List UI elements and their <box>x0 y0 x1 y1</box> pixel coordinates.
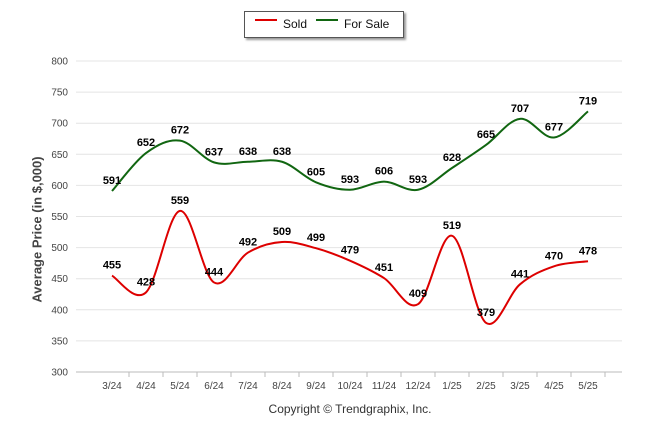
data-label-for-sale: 591 <box>103 175 121 187</box>
data-label-for-sale: 719 <box>579 95 597 107</box>
data-label-sold: 499 <box>307 232 325 244</box>
y-tick-label: 750 <box>51 88 68 99</box>
data-label-for-sale: 606 <box>375 166 393 178</box>
data-label-sold: 409 <box>409 288 427 300</box>
y-tick-label: 350 <box>51 336 68 347</box>
data-label-sold: 478 <box>579 245 597 257</box>
data-label-for-sale: 637 <box>205 146 223 158</box>
data-label-sold: 451 <box>375 262 393 274</box>
legend-label-sold: Sold <box>283 17 308 31</box>
y-tick-label: 800 <box>51 57 68 68</box>
x-tick-label: 1/25 <box>442 381 462 392</box>
copyright: Copyright © Trendgraphix, Inc. <box>268 402 432 416</box>
legend-swatch-sold <box>255 19 277 21</box>
x-tick-label: 4/24 <box>136 381 156 392</box>
data-label-sold: 441 <box>511 268 529 280</box>
legend-swatch-for-sale <box>316 19 338 21</box>
data-label-for-sale: 593 <box>409 174 427 186</box>
y-tick-label: 500 <box>51 243 68 254</box>
x-tick-label: 5/24 <box>170 381 190 392</box>
data-label-sold: 519 <box>443 220 461 232</box>
x-tick-label: 3/25 <box>510 381 530 392</box>
y-tick-label: 550 <box>51 212 68 223</box>
data-label-sold: 444 <box>205 266 224 278</box>
data-label-for-sale: 638 <box>239 146 257 158</box>
data-label-sold: 479 <box>341 245 359 257</box>
data-label-for-sale: 593 <box>341 174 359 186</box>
y-tick-label: 600 <box>51 181 68 192</box>
x-tick-label: 8/24 <box>272 381 292 392</box>
data-label-for-sale: 638 <box>273 146 291 158</box>
x-tick-label: 6/24 <box>204 381 224 392</box>
legend: Sold For Sale <box>244 11 404 38</box>
legend-label-for-sale: For Sale <box>344 17 390 31</box>
x-tick-label: 2/25 <box>476 381 496 392</box>
y-tick-label: 700 <box>51 119 68 130</box>
data-labels: 455 428 559 444 492 509 499 479 451 409 519 379 441 4… <box>103 95 597 318</box>
series-line-for-sale <box>111 110 589 192</box>
series-lines <box>111 110 589 326</box>
axes: 300 350 400 450 500 550 600 650 700 750 800 3/24 4/2… <box>51 57 622 392</box>
series-line-sold <box>111 209 589 326</box>
data-label-sold: 509 <box>273 226 291 238</box>
data-label-for-sale: 605 <box>307 166 325 178</box>
data-label-sold: 470 <box>545 250 563 262</box>
x-tick-label: 12/24 <box>405 381 430 392</box>
data-label-for-sale: 665 <box>477 129 495 141</box>
x-tick-label: 11/24 <box>372 381 397 392</box>
y-tick-label: 650 <box>51 150 68 161</box>
y-tick-label: 400 <box>51 305 68 316</box>
data-label-sold: 428 <box>137 276 155 288</box>
data-label-sold: 492 <box>239 237 257 249</box>
y-axis-title: Average Price (in $,000) <box>29 156 45 303</box>
data-label-sold: 559 <box>171 195 189 207</box>
x-tick-label: 9/24 <box>306 381 326 392</box>
x-tick-label: 4/25 <box>544 381 564 392</box>
x-tick-label: 5/25 <box>578 381 598 392</box>
x-tick-label: 10/24 <box>337 381 362 392</box>
data-label-for-sale: 652 <box>137 137 155 149</box>
x-tick-label: 3/24 <box>102 381 122 392</box>
data-label-for-sale: 707 <box>511 103 529 115</box>
x-tick-label: 7/24 <box>238 381 258 392</box>
data-label-for-sale: 628 <box>443 152 461 164</box>
y-tick-label: 300 <box>51 368 68 379</box>
gridlines <box>76 60 622 373</box>
data-label-for-sale: 672 <box>171 125 189 137</box>
y-tick-label: 450 <box>51 274 68 285</box>
data-label-sold: 379 <box>477 307 495 319</box>
data-label-for-sale: 677 <box>545 122 563 134</box>
data-label-sold: 455 <box>103 260 121 272</box>
